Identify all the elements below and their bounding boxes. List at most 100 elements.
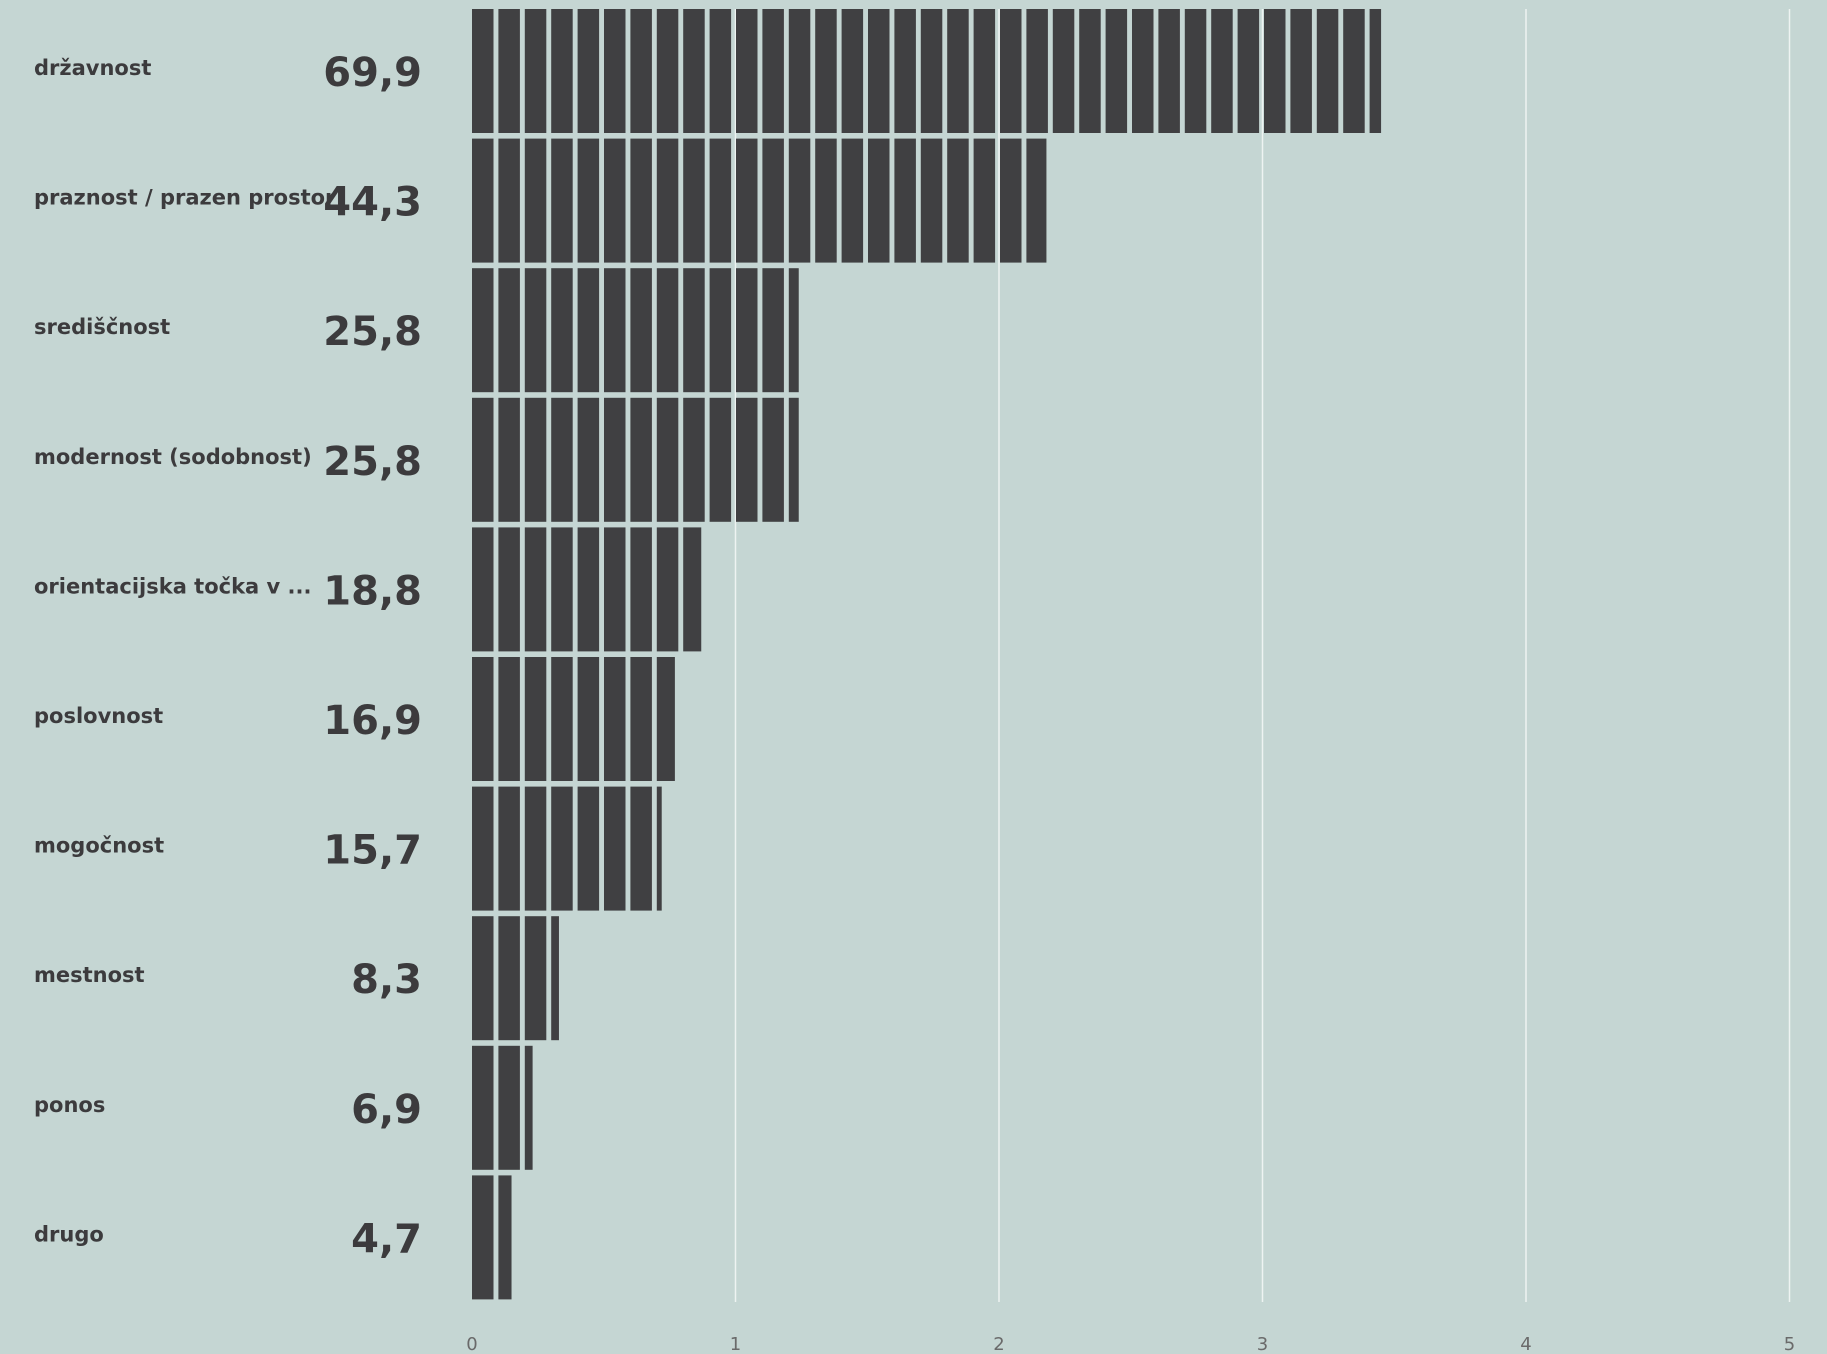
bar-segment <box>1184 9 1207 133</box>
bar-segment <box>683 527 702 652</box>
bar-segment <box>604 527 626 652</box>
value-label: 8,3 <box>351 957 422 1003</box>
bar <box>472 1175 512 1300</box>
x-tick-label-0: 0 <box>466 1334 477 1354</box>
bar-segment <box>1026 9 1048 133</box>
bar-segment <box>630 397 652 522</box>
bar-segment <box>577 657 600 781</box>
bar-segment <box>894 9 916 133</box>
bar-segment <box>472 1175 494 1300</box>
category-label: središčnost <box>34 315 170 339</box>
category-label: mogočnost <box>34 834 164 858</box>
x-tick-label-4: 4 <box>1520 1334 1531 1354</box>
bar-segment <box>524 397 547 522</box>
bar-segment <box>472 527 494 652</box>
value-label: 18,8 <box>323 568 422 614</box>
bar-segment <box>762 9 784 133</box>
value-label: 69,9 <box>323 50 422 96</box>
bar-segment <box>736 397 758 522</box>
bar-segment <box>472 268 494 393</box>
bar-segment <box>656 138 679 263</box>
bar-segment <box>1343 9 1365 133</box>
bar-segment <box>498 916 520 1041</box>
bar <box>472 138 1047 263</box>
bar-segment <box>1000 9 1022 133</box>
bar-segment <box>1264 9 1286 133</box>
bar-segment <box>604 397 626 522</box>
bar-segment <box>1316 9 1339 133</box>
bar-segment <box>498 657 520 781</box>
bar-segment <box>1237 9 1260 133</box>
bar-segment <box>656 9 679 133</box>
bar-segment <box>973 9 996 133</box>
bar-segment <box>630 138 652 263</box>
bar-segment <box>604 138 626 263</box>
bar-segment <box>604 657 626 781</box>
bar-segment <box>577 268 600 393</box>
bar-segment <box>841 9 864 133</box>
bar <box>472 397 799 522</box>
category-label: modernost (sodobnost) <box>34 445 312 469</box>
bar-segment <box>788 9 811 133</box>
bar-segment <box>709 397 732 522</box>
bar-segment <box>472 786 494 911</box>
category-label: praznost / prazen prostor <box>34 186 336 210</box>
category-label: državnost <box>34 56 151 80</box>
bar-segment <box>577 397 600 522</box>
bar <box>472 657 675 781</box>
bar-segment <box>1079 9 1101 133</box>
bar-segment <box>1369 9 1382 133</box>
bar-segment <box>577 527 600 652</box>
bar-segment <box>551 916 559 1041</box>
bar-segment <box>709 138 732 263</box>
bar-segment <box>656 786 662 911</box>
value-label: 44,3 <box>323 180 422 226</box>
bar <box>472 916 559 1041</box>
bar-segment <box>472 1045 494 1170</box>
bar-segment <box>1158 9 1180 133</box>
bar-segment <box>947 9 969 133</box>
bar-segment <box>551 657 573 781</box>
bar-segment <box>577 786 600 911</box>
bar-segment <box>709 268 732 393</box>
bar-segment <box>498 786 520 911</box>
bar-segment <box>1290 9 1312 133</box>
bar-segment <box>1105 9 1128 133</box>
bar-segment <box>709 9 732 133</box>
bar-segment <box>604 786 626 911</box>
bar-segment <box>1000 138 1022 263</box>
bar-segment <box>1052 9 1075 133</box>
bar-segment <box>551 268 573 393</box>
bar-segment <box>1132 9 1154 133</box>
bar-segment <box>472 916 494 1041</box>
bar <box>472 9 1382 133</box>
bar-segment <box>498 138 520 263</box>
bar-segment <box>868 9 890 133</box>
bar-segment <box>947 138 969 263</box>
bar-segment <box>524 1045 533 1170</box>
bar <box>472 268 799 393</box>
bar-segment <box>524 527 547 652</box>
bar-segment <box>762 138 784 263</box>
value-label: 6,9 <box>351 1087 422 1133</box>
bar-segment <box>630 268 652 393</box>
bar-segment <box>524 657 547 781</box>
bar-segment <box>1026 138 1047 263</box>
bar-segment <box>524 268 547 393</box>
x-tick-label-1: 1 <box>730 1334 741 1354</box>
bar <box>472 527 702 652</box>
bar-segment <box>604 268 626 393</box>
bar-segment <box>604 9 626 133</box>
bar-segment <box>498 9 520 133</box>
bar-segment <box>788 268 799 393</box>
bar-segment <box>551 786 573 911</box>
x-tick-label-2: 2 <box>993 1334 1004 1354</box>
bar-segment <box>577 138 600 263</box>
category-label: mestnost <box>34 963 145 987</box>
bar-segment <box>472 397 494 522</box>
bar-segment <box>868 138 890 263</box>
bar-segment <box>630 786 652 911</box>
bar-segment <box>656 657 675 781</box>
